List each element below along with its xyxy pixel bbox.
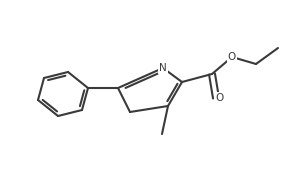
Text: O: O bbox=[215, 93, 223, 103]
Text: N: N bbox=[159, 63, 167, 73]
Text: O: O bbox=[228, 52, 236, 62]
